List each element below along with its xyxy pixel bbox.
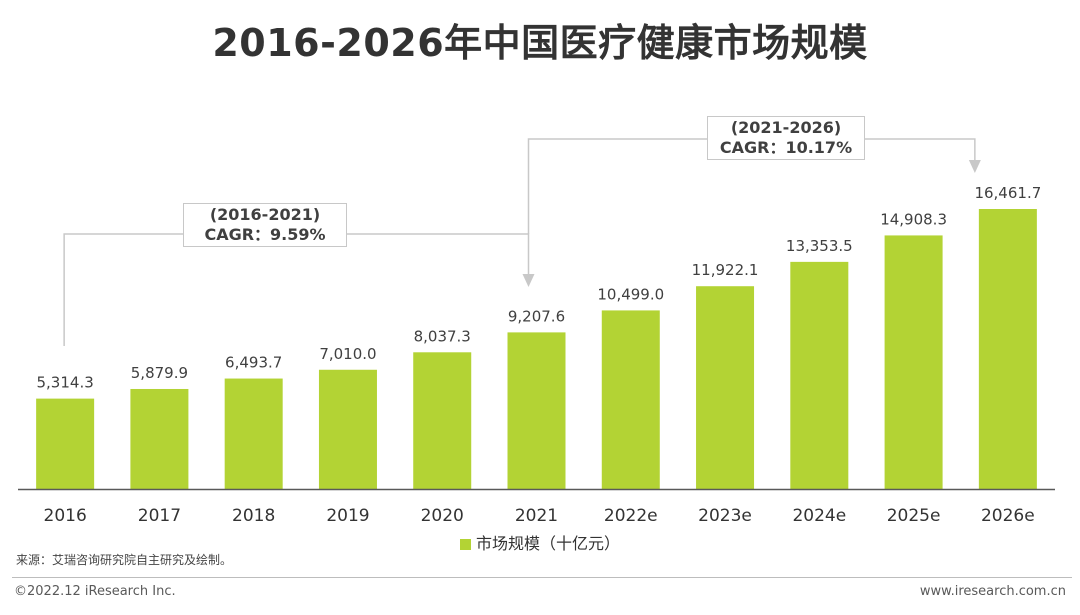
- data-label-2018: 6,493.7: [225, 354, 282, 372]
- bar-2022e: [601, 310, 660, 489]
- cagr-box-2021-2026: (2021-2026) CAGR：10.17%: [707, 116, 865, 160]
- bar-2025e: [884, 235, 943, 489]
- data-label-2016: 5,314.3: [37, 374, 94, 392]
- bar-2024e: [790, 261, 849, 489]
- x-tick-2019: 2019: [326, 506, 369, 526]
- data-label-2026e: 16,461.7: [974, 184, 1041, 202]
- bars-group: [36, 209, 1037, 489]
- data-label-2021: 9,207.6: [508, 307, 565, 325]
- x-tick-2018: 2018: [232, 506, 275, 526]
- legend: 市场规模（十亿元）: [0, 530, 1080, 554]
- cagr-box-2016-2021: (2016-2021) CAGR：9.59%: [183, 203, 347, 247]
- legend-label: 市场规模（十亿元）: [475, 534, 620, 553]
- cagr-arrowhead-1: [522, 274, 535, 287]
- bar-2018: [224, 378, 283, 489]
- bar-2019: [318, 369, 377, 489]
- bar-2021: [507, 332, 566, 489]
- x-tick-2017: 2017: [138, 506, 181, 526]
- source-note: 来源：艾瑞咨询研究院自主研究及绘制。: [16, 553, 233, 567]
- data-label-2022e: 10,499.0: [597, 285, 664, 303]
- x-tick-2025e: 2025e: [887, 506, 941, 526]
- data-labels-group: 5,314.3 5,879.9 6,493.7 7,010.0 8,037.3 9,207…: [37, 184, 1042, 392]
- bar-2023e: [696, 286, 755, 489]
- data-label-2019: 7,010.0: [319, 345, 376, 363]
- cagr-value-label: CAGR：9.59%: [204, 225, 326, 244]
- data-label-2024e: 13,353.5: [786, 237, 853, 255]
- cagr-arrowhead-2: [968, 160, 981, 173]
- cagr-period-label: (2021-2026): [730, 118, 842, 137]
- bar-2026e: [978, 209, 1037, 489]
- x-tick-2024e: 2024e: [792, 506, 846, 526]
- cagr-value-label: CAGR：10.17%: [719, 138, 853, 157]
- chart-title: 2016-2026年中国医疗健康市场规模: [212, 21, 868, 65]
- footer-divider: [12, 577, 1072, 578]
- x-tick-2021: 2021: [515, 506, 558, 526]
- data-label-2020: 8,037.3: [414, 327, 471, 345]
- data-label-2025e: 14,908.3: [880, 210, 947, 228]
- data-label-2023e: 11,922.1: [692, 261, 759, 279]
- bar-2020: [413, 352, 472, 489]
- x-tick-2022e: 2022e: [604, 506, 658, 526]
- bar-2017: [130, 388, 189, 489]
- data-label-2017: 5,879.9: [131, 364, 188, 382]
- x-tick-2020: 2020: [421, 506, 464, 526]
- legend-swatch: [459, 539, 471, 550]
- x-tick-labels-group: 2016 2017 2018 2019 2020 2021 2022e 2023e 2024e 2…: [44, 506, 1035, 526]
- website-text: www.iresearch.com.cn: [919, 584, 1066, 599]
- x-tick-2023e: 2023e: [698, 506, 752, 526]
- x-tick-2026e: 2026e: [981, 506, 1035, 526]
- bar-chart: 5,314.3 5,879.9 6,493.7 7,010.0 8,037.3 9,207…: [18, 138, 1055, 526]
- copyright-text: ©2022.12 iResearch Inc.: [14, 584, 176, 599]
- cagr-period-label: (2016-2021): [209, 205, 321, 224]
- x-tick-2016: 2016: [44, 506, 87, 526]
- bar-2016: [36, 398, 95, 489]
